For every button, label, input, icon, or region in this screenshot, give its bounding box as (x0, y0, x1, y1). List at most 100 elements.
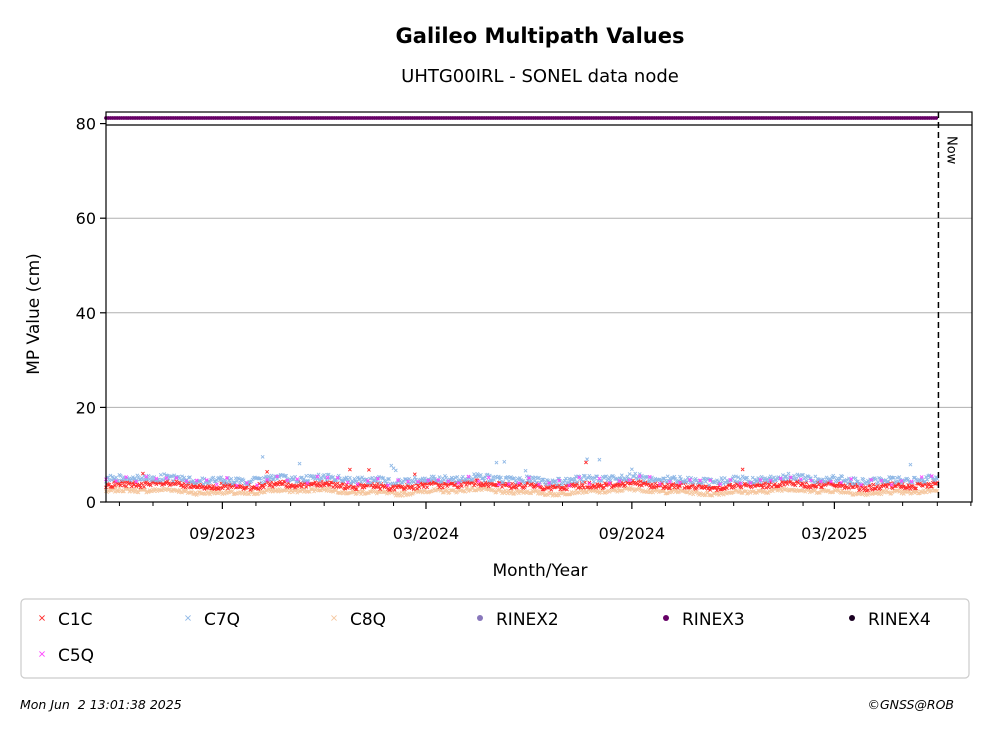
data-point (492, 482, 497, 487)
data-point (682, 486, 687, 490)
data-point (794, 477, 799, 482)
data-point (880, 489, 885, 493)
data-point (325, 475, 330, 480)
data-point (854, 479, 859, 484)
data-point (347, 467, 352, 472)
data-point (224, 475, 229, 480)
data-point (672, 474, 677, 479)
data-point (132, 483, 136, 487)
data-point (397, 491, 402, 496)
data-point (250, 485, 255, 490)
data-point (152, 475, 157, 479)
data-point (831, 490, 836, 494)
data-point (691, 481, 696, 485)
data-point (494, 460, 499, 465)
data-point (587, 480, 592, 485)
data-point (678, 474, 682, 479)
data-point (130, 475, 135, 480)
data-point (234, 483, 239, 488)
data-point (226, 486, 230, 491)
data-point (782, 482, 786, 487)
data-point (261, 475, 266, 480)
data-point (661, 486, 666, 491)
data-point (143, 488, 148, 492)
data-point (152, 489, 157, 494)
data-point (146, 473, 151, 478)
data-point (537, 475, 541, 480)
data-point (778, 476, 783, 481)
series-rinex3 (104, 116, 939, 120)
legend-label: C5Q (58, 646, 94, 666)
data-point (443, 473, 447, 478)
data-point (201, 481, 206, 486)
data-point (627, 481, 632, 486)
data-point (563, 476, 568, 481)
data-point (892, 484, 897, 489)
data-point (934, 475, 939, 479)
data-point (354, 480, 359, 485)
data-point (581, 473, 586, 478)
data-point (316, 481, 321, 485)
data-point (755, 478, 760, 483)
data-point (124, 475, 129, 479)
data-point (756, 488, 761, 493)
data-point (580, 483, 585, 488)
data-point (276, 489, 281, 494)
data-point (506, 482, 511, 487)
data-point (121, 489, 126, 494)
data-point (444, 475, 449, 480)
data-point (549, 487, 554, 492)
data-point (226, 475, 230, 480)
data-point (501, 479, 506, 484)
data-point (462, 479, 466, 484)
data-point (577, 475, 582, 480)
data-point (255, 483, 259, 488)
data-point (793, 483, 798, 488)
chart-title: Galileo Multipath Values (396, 24, 685, 48)
data-point (268, 475, 273, 480)
data-point (635, 482, 640, 487)
data-point (587, 481, 592, 486)
data-point (537, 482, 541, 487)
data-point (179, 483, 183, 488)
data-point (891, 475, 896, 480)
data-point (313, 480, 318, 485)
data-point (402, 490, 407, 495)
data-point (849, 477, 854, 481)
data-point (215, 486, 220, 491)
data-point (748, 481, 753, 485)
legend-item-c5q: C5Q (39, 646, 94, 666)
data-point (317, 478, 322, 483)
data-point (142, 487, 146, 492)
data-point (584, 477, 588, 482)
data-point (115, 489, 120, 493)
legend-marker (185, 615, 191, 621)
data-point (550, 478, 555, 483)
data-point (554, 482, 559, 487)
data-point (449, 475, 454, 480)
data-point (265, 469, 270, 474)
data-point (171, 478, 176, 483)
data-point (889, 482, 894, 487)
data-point (522, 480, 527, 485)
data-point (449, 481, 454, 486)
data-point (420, 482, 425, 487)
data-point (336, 473, 341, 478)
data-point (619, 480, 624, 484)
data-point (597, 476, 602, 481)
data-point (759, 483, 764, 488)
x-tick-label: 03/2025 (801, 524, 867, 543)
data-point (768, 474, 773, 479)
data-point (755, 483, 760, 488)
data-point (792, 488, 797, 493)
data-point (367, 467, 371, 472)
data-point (114, 479, 118, 484)
data-point (863, 485, 868, 490)
data-point (171, 487, 176, 492)
data-point (803, 475, 808, 480)
data-point (127, 480, 132, 485)
data-point (231, 480, 236, 485)
y-tick-label: 0 (86, 493, 96, 512)
data-point (283, 474, 287, 478)
x-axis-label: Month/Year (492, 561, 587, 581)
